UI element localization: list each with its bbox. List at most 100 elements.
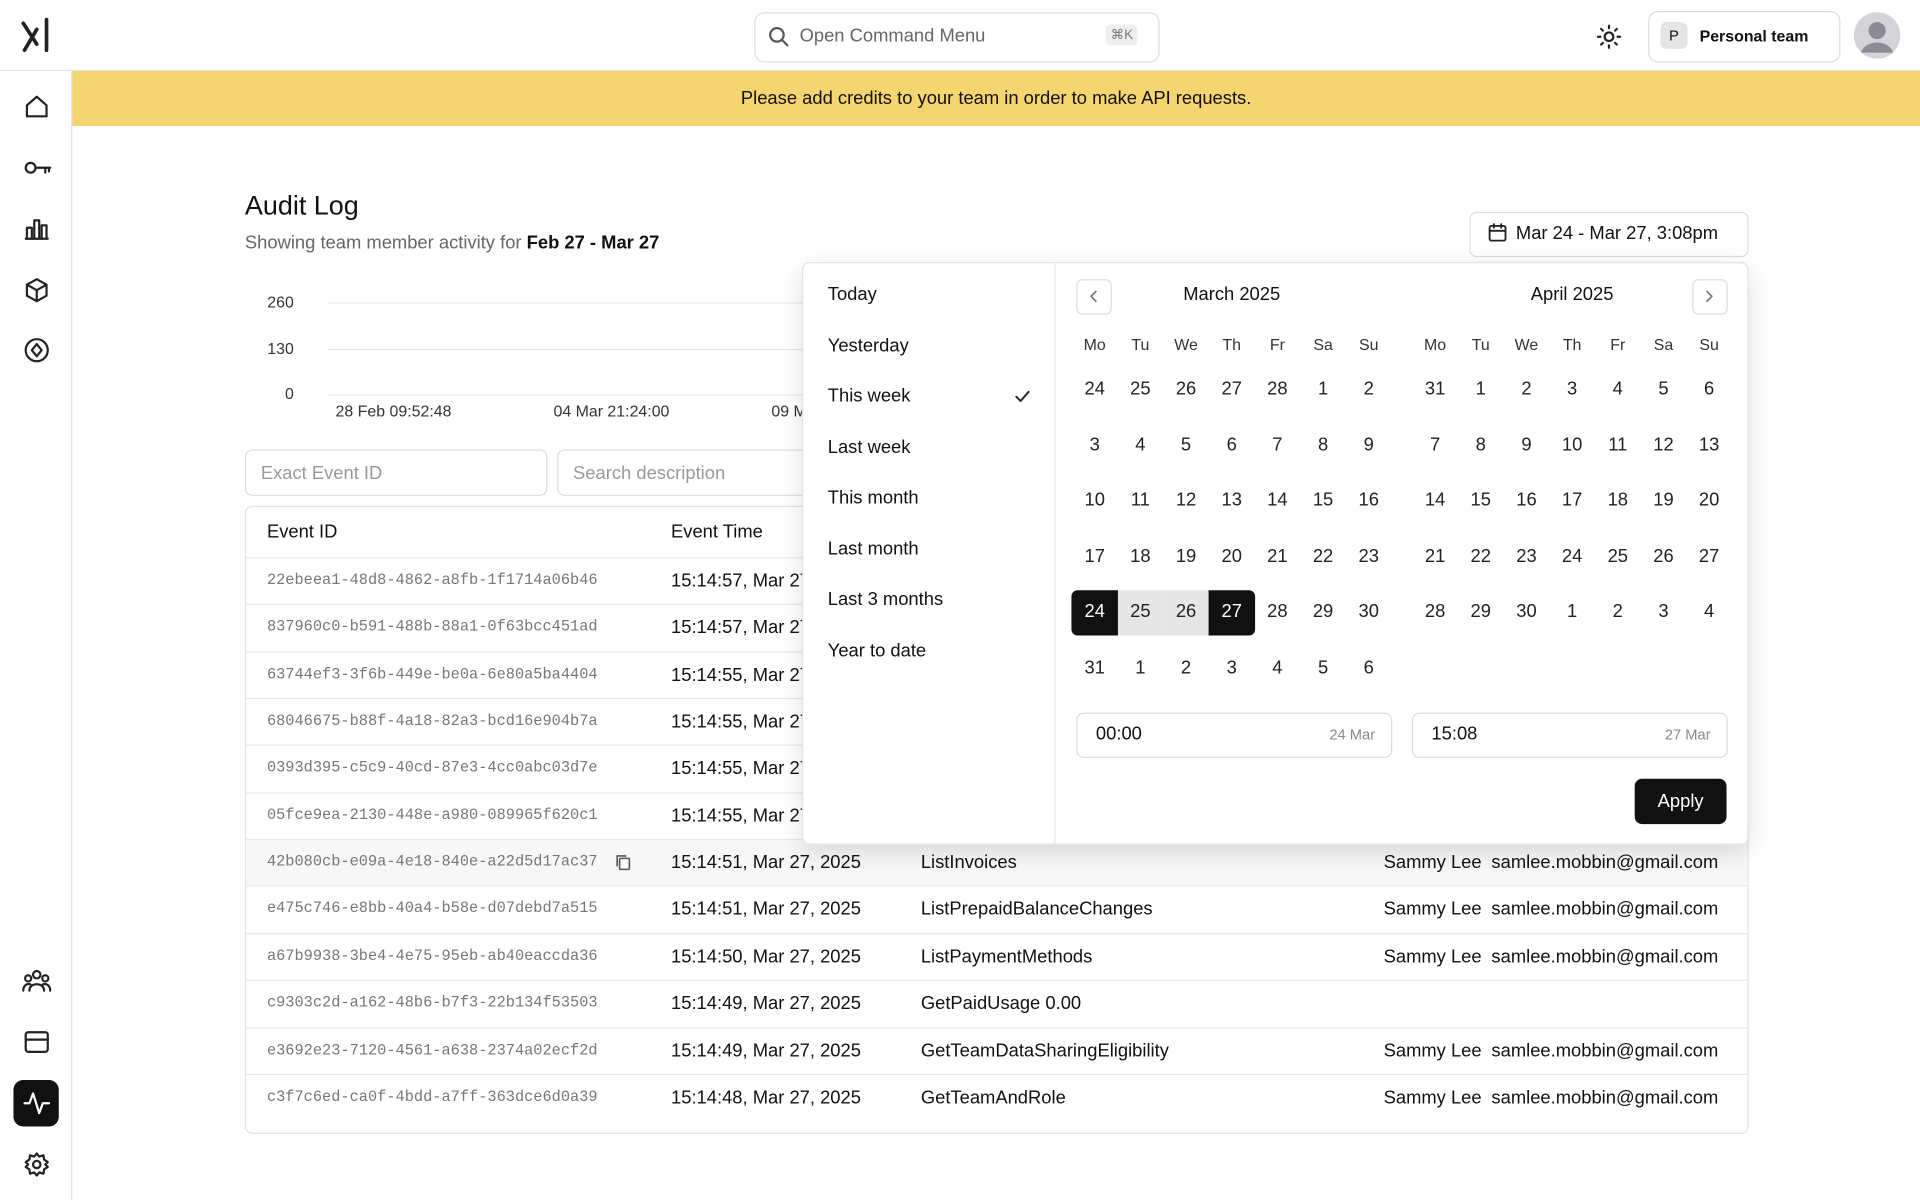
day[interactable]: 30 — [1516, 601, 1537, 623]
day[interactable]: 2 — [1612, 601, 1623, 623]
day[interactable]: 1 — [1567, 601, 1578, 623]
day[interactable]: 5 — [1317, 657, 1329, 679]
preset-option[interactable]: This week — [827, 385, 911, 407]
day[interactable]: 12 — [1653, 434, 1674, 456]
day[interactable]: 28 — [1424, 601, 1446, 623]
day[interactable]: 25 — [1130, 601, 1151, 623]
day[interactable]: 10 — [1561, 434, 1583, 456]
preset-option[interactable]: Last 3 months — [827, 588, 944, 610]
day[interactable]: 16 — [1516, 490, 1537, 511]
day[interactable]: 28 — [1267, 378, 1288, 400]
explore-icon[interactable] — [23, 337, 50, 364]
day[interactable]: 26 — [1175, 601, 1197, 623]
day[interactable]: 2 — [1363, 378, 1374, 400]
day[interactable]: 31 — [1424, 378, 1446, 400]
day[interactable]: 21 — [1267, 545, 1288, 567]
models-icon[interactable] — [23, 277, 50, 304]
day[interactable]: 28 — [1267, 601, 1288, 623]
day[interactable]: 24 — [1561, 545, 1583, 567]
day[interactable]: 21 — [1424, 545, 1446, 567]
day[interactable]: 9 — [1521, 434, 1532, 456]
day[interactable]: 30 — [1358, 601, 1379, 623]
billing-icon[interactable] — [23, 1029, 50, 1056]
command-menu[interactable] — [754, 12, 1160, 63]
day[interactable]: 13 — [1221, 490, 1242, 511]
date-range-button[interactable] — [1469, 211, 1749, 258]
day[interactable]: 2 — [1521, 378, 1532, 400]
day[interactable]: 27 — [1221, 601, 1242, 623]
day[interactable]: 3 — [1567, 378, 1578, 400]
avatar[interactable] — [1853, 12, 1901, 59]
day[interactable]: 22 — [1312, 545, 1334, 567]
day[interactable]: 22 — [1470, 545, 1491, 567]
team-icon[interactable] — [22, 967, 52, 994]
day[interactable]: 25 — [1607, 545, 1628, 567]
day[interactable]: 18 — [1130, 545, 1151, 567]
row-hover[interactable] — [246, 840, 1748, 886]
day[interactable]: 26 — [1653, 545, 1674, 567]
time-input[interactable] — [1411, 712, 1728, 758]
day[interactable]: 1 — [1317, 378, 1329, 400]
day[interactable]: 19 — [1175, 545, 1197, 567]
day[interactable]: 6 — [1226, 434, 1237, 456]
day[interactable]: 7 — [1272, 434, 1283, 456]
event-id-input[interactable] — [244, 449, 548, 496]
day[interactable]: 3 — [1226, 657, 1237, 679]
day[interactable]: 15 — [1470, 490, 1491, 511]
day[interactable]: 8 — [1317, 434, 1329, 456]
preset-option[interactable]: Yesterday — [827, 334, 909, 356]
day[interactable]: 17 — [1561, 490, 1583, 511]
day[interactable]: 31 — [1084, 657, 1105, 679]
day[interactable]: 17 — [1084, 545, 1105, 567]
usage-icon[interactable] — [23, 216, 50, 243]
day[interactable]: 11 — [1130, 490, 1150, 511]
day[interactable]: 15 — [1312, 490, 1334, 511]
day[interactable]: 24 — [1084, 378, 1105, 400]
day[interactable]: 6 — [1363, 657, 1374, 679]
team-button[interactable] — [1648, 11, 1841, 63]
day[interactable]: 14 — [1424, 490, 1446, 511]
day[interactable]: 23 — [1358, 545, 1379, 567]
day[interactable]: 25 — [1130, 378, 1151, 400]
day[interactable]: 5 — [1658, 378, 1669, 400]
day[interactable]: 11 — [1608, 434, 1628, 456]
day[interactable]: 20 — [1221, 545, 1242, 567]
day[interactable]: 4 — [1612, 378, 1623, 400]
day[interactable]: 14 — [1267, 490, 1288, 511]
day[interactable]: 26 — [1175, 378, 1197, 400]
theme-toggle[interactable] — [1596, 24, 1622, 49]
previous-month[interactable] — [1076, 279, 1112, 315]
day[interactable]: 1 — [1135, 657, 1146, 679]
day[interactable]: 4 — [1272, 657, 1283, 679]
keys-icon[interactable] — [23, 154, 52, 181]
day[interactable]: 16 — [1358, 490, 1379, 511]
preset-option[interactable]: Last month — [827, 538, 919, 559]
day[interactable]: 3 — [1658, 601, 1669, 623]
day[interactable]: 8 — [1475, 434, 1486, 456]
home-icon[interactable] — [23, 93, 50, 120]
preset-option[interactable]: Today — [827, 284, 877, 305]
day[interactable]: 2 — [1180, 657, 1192, 679]
apply-button[interactable]: Apply — [1634, 778, 1727, 825]
settings-icon[interactable] — [23, 1151, 50, 1178]
day[interactable]: 5 — [1180, 434, 1192, 456]
day[interactable]: 6 — [1704, 378, 1715, 400]
day[interactable]: 13 — [1698, 434, 1720, 456]
preset-option[interactable]: Year to date — [827, 639, 927, 661]
day[interactable]: 24 — [1084, 601, 1105, 623]
day[interactable]: 1 — [1475, 378, 1486, 400]
copy-icon[interactable] — [615, 854, 632, 871]
preset-option[interactable]: Last week — [827, 436, 911, 458]
preset-option[interactable]: This month — [827, 487, 919, 509]
day[interactable]: 19 — [1653, 490, 1674, 511]
day[interactable]: 29 — [1312, 601, 1334, 623]
day[interactable]: 12 — [1175, 490, 1197, 511]
day[interactable]: 23 — [1516, 545, 1537, 567]
day[interactable]: 4 — [1704, 601, 1715, 623]
day[interactable]: 29 — [1470, 601, 1491, 623]
day[interactable]: 3 — [1089, 434, 1100, 456]
time-input[interactable] — [1076, 712, 1393, 758]
day[interactable]: 27 — [1698, 545, 1720, 567]
day[interactable]: 7 — [1429, 434, 1441, 456]
day[interactable]: 10 — [1084, 490, 1105, 511]
